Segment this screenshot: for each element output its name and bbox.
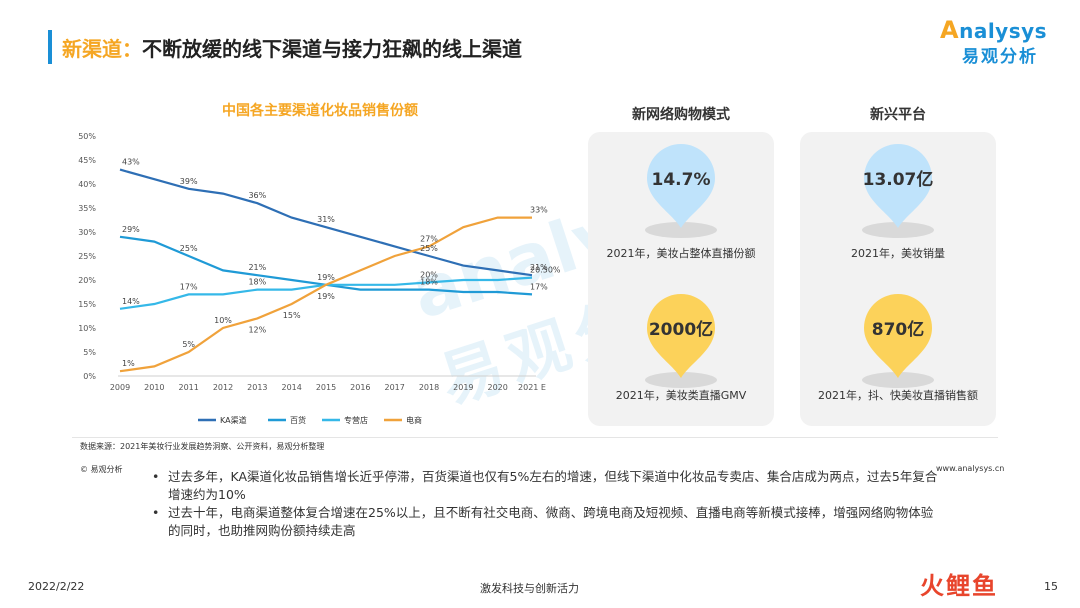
y-tick-label: 30% <box>78 228 96 237</box>
data-label: 5% <box>182 340 195 349</box>
bullet-list: 过去多年，KA渠道化妆品销售增长近乎停滞，百货渠道也仅有5%左右的增速，但线下渠… <box>150 468 940 540</box>
data-label: 18% <box>248 278 266 287</box>
pin-shadow <box>862 372 934 388</box>
data-label: 14% <box>122 297 140 306</box>
y-tick-label: 20% <box>78 276 96 285</box>
x-tick-label: 2014 <box>281 383 301 392</box>
y-tick-label: 50% <box>78 132 96 141</box>
pin-value: 870亿 <box>872 319 925 340</box>
data-label: 15% <box>283 311 301 320</box>
panel-caption: 2021年，抖、快美妆直播销售额 <box>818 389 978 402</box>
panel-right: 13.07亿 2021年，美妆销量 870亿 2021年，抖、快美妆直播销售额 <box>800 132 996 426</box>
x-tick-label: 2010 <box>144 383 164 392</box>
x-tick-label: 2009 <box>110 383 130 392</box>
bullet-item: 过去多年，KA渠道化妆品销售增长近乎停滞，百货渠道也仅有5%左右的增速，但线下渠… <box>150 468 940 504</box>
data-label: 21% <box>530 263 548 272</box>
footer-date: 2022/2/22 <box>28 580 85 593</box>
data-source: 数据来源：2021年美妆行业发展趋势洞察、公开资料，易观分析整理 <box>80 442 325 451</box>
y-tick-label: 45% <box>78 156 96 165</box>
bullet-item: 过去十年，电商渠道整体复合增速在25%以上，且不断有社交电商、微商、跨境电商及短… <box>150 504 940 540</box>
pin-icon: 13.07亿 <box>862 143 934 238</box>
data-label: 33% <box>530 206 548 215</box>
data-label: 18% <box>420 278 438 287</box>
page-title: 新渠道：不断放缓的线下渠道与接力狂飙的线上渠道 <box>62 33 522 62</box>
pin-icon: 870亿 <box>862 293 934 388</box>
x-tick-label: 2018 <box>419 383 439 392</box>
pin-value: 14.7% <box>652 170 711 190</box>
panel-caption: 2021年，美妆占整体直播份额 <box>606 247 756 260</box>
analysys-logo: Analysys 易观分析 <box>940 16 1060 68</box>
footer-slogan: 激发科技与创新活力 <box>480 582 579 595</box>
data-label: 12% <box>248 325 266 334</box>
logo-wordmark: Analysys <box>940 16 1048 44</box>
pin-shape <box>647 143 715 228</box>
data-label: 29% <box>122 225 140 234</box>
pin-icon: 2000亿 <box>645 293 717 388</box>
legend-label: KA渠道 <box>220 415 247 425</box>
panel-left: 14.7% 2021年，美妆占整体直播份额 2000亿 2021年，美妆类直播G… <box>588 132 774 426</box>
pin-value: 13.07亿 <box>863 169 934 190</box>
x-tick-label: 2020 <box>487 383 507 392</box>
data-label: 43% <box>122 158 140 167</box>
x-tick-label: 2019 <box>453 383 473 392</box>
pin-shape <box>864 143 932 228</box>
data-label: 17% <box>180 282 198 291</box>
panel-caption: 2021年，美妆销量 <box>851 247 945 260</box>
y-tick-label: 25% <box>78 252 96 261</box>
panel-caption: 2021年，美妆类直播GMV <box>615 389 747 402</box>
panel-right-title: 新兴平台 <box>870 107 926 123</box>
y-tick-label: 10% <box>78 324 96 333</box>
pin-value: 2000亿 <box>649 319 713 340</box>
data-label: 21% <box>248 263 266 272</box>
website-url: www.analysys.cn <box>936 464 1005 473</box>
x-tick-label: 2016 <box>350 383 370 392</box>
legend-label: 专营店 <box>344 415 368 425</box>
pin-icon: 14.7% <box>645 143 717 238</box>
x-tick-label: 2012 <box>213 383 233 392</box>
pin-shape <box>864 293 932 378</box>
legend-label: 百货 <box>290 415 306 425</box>
page-title-main: 不断放缓的线下渠道与接力狂飙的线上渠道 <box>142 37 522 61</box>
data-label: 20% <box>420 270 438 279</box>
y-tick-label: 5% <box>83 348 96 357</box>
page-number: 15 <box>1044 580 1058 593</box>
series-line <box>119 216 532 373</box>
x-tick-label: 2011 <box>178 383 198 392</box>
data-label: 19% <box>317 292 335 301</box>
divider <box>72 437 998 438</box>
pin-shadow <box>645 222 717 238</box>
data-label: 31% <box>317 215 335 224</box>
pin-shadow <box>862 222 934 238</box>
x-tick-label: 2021 E <box>518 383 546 392</box>
panel-left-title: 新网络购物模式 <box>632 107 730 123</box>
data-label: 17% <box>530 282 548 291</box>
data-label: 10% <box>214 316 232 325</box>
data-label: 20.50% <box>530 266 561 275</box>
y-tick-label: 40% <box>78 180 96 189</box>
x-tick-label: 2015 <box>316 383 336 392</box>
data-label: 19% <box>317 273 335 282</box>
x-tick-label: 2017 <box>384 383 404 392</box>
data-label: 25% <box>180 244 198 253</box>
title-accent-bar <box>48 30 52 64</box>
data-label: 36% <box>248 191 266 200</box>
pin-shadow <box>645 372 717 388</box>
y-tick-label: 35% <box>78 204 96 213</box>
line-chart: 0% 5% 10% 15% 20% 25% 30% 35% 40% 45% 50% 2009 2010 2… <box>78 132 561 425</box>
chart-title: 中国各主要渠道化妆品销售份额 <box>222 103 418 119</box>
series-line <box>119 168 533 277</box>
x-tick-label: 2013 <box>247 383 267 392</box>
data-label: 39% <box>180 177 198 186</box>
corner-watermark-logo: 火鲤鱼 <box>920 572 998 600</box>
legend-label: 电商 <box>406 415 422 425</box>
data-label: 27% <box>420 234 438 243</box>
y-tick-label: 15% <box>78 300 96 309</box>
y-tick-label: 0% <box>83 372 96 381</box>
data-label: 25% <box>420 244 438 253</box>
copyright: © 易观分析 <box>80 465 123 474</box>
page-title-prefix: 新渠道： <box>62 37 142 61</box>
data-label: 1% <box>122 359 135 368</box>
pin-shape <box>647 293 715 378</box>
logo-cn-text: 易观分析 <box>962 47 1038 67</box>
